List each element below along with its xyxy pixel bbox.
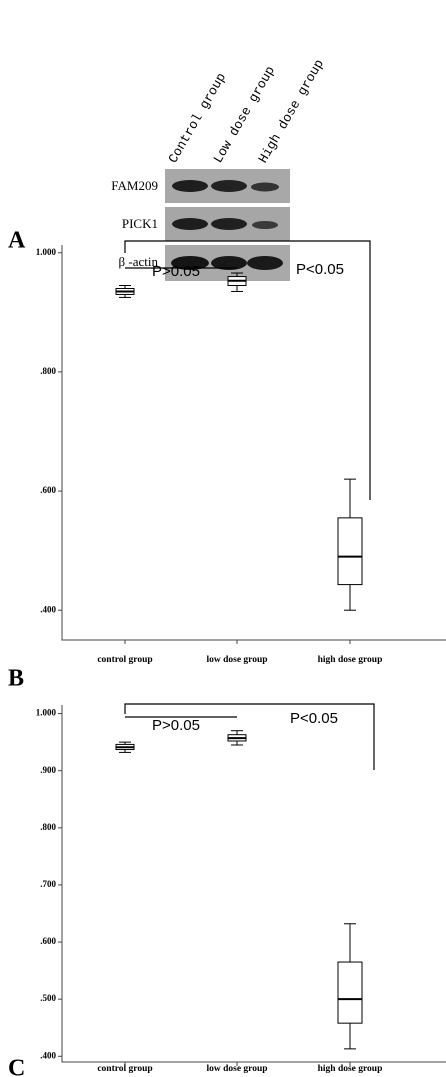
y-tick-label: .600 (40, 936, 56, 946)
box (338, 962, 362, 1023)
axis-frame (62, 245, 446, 640)
x-tick-label: control group (97, 1064, 152, 1074)
box (338, 518, 362, 585)
y-tick-label: .700 (40, 879, 56, 889)
row-label: FAM209 (111, 178, 158, 193)
y-tick-label: 1.000 (36, 708, 57, 718)
x-tick-label: low dose group (206, 1064, 267, 1074)
axis-frame (62, 705, 446, 1062)
x-tick-label: high dose group (318, 655, 383, 665)
annotation: P>0.05 (152, 263, 200, 280)
x-tick-label: low dose group (206, 655, 267, 665)
y-tick-label: .400 (40, 1050, 56, 1060)
y-tick-label: .800 (40, 366, 56, 376)
y-tick-label: .900 (40, 765, 56, 775)
annotation: P<0.05 (290, 710, 338, 727)
x-tick-label: control group (97, 655, 152, 665)
y-tick-label: 1.000 (36, 247, 57, 257)
annotation: P<0.05 (296, 261, 344, 278)
annotation: P>0.05 (152, 717, 200, 734)
panel-label: A (8, 228, 26, 254)
y-tick-label: .800 (40, 822, 56, 832)
x-tick-label: high dose group (318, 1064, 383, 1074)
panel-label: B (8, 666, 24, 692)
y-tick-label: .600 (40, 485, 56, 495)
y-tick-label: .400 (40, 604, 56, 614)
panel-label: C (8, 1056, 25, 1077)
y-tick-label: .500 (40, 993, 56, 1003)
row-label: PICK1 (122, 216, 158, 231)
figure: A Control group Low dose group High dose… (0, 0, 446, 1077)
